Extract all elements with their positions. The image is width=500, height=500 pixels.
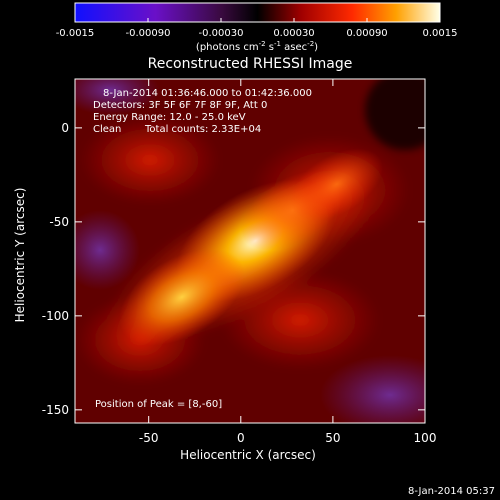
x-tick-label: 100 xyxy=(414,431,437,445)
colorbar: -0.0015 -0.00090 -0.00030 0.00030 0.00090 0.0… xyxy=(56,2,458,53)
colorbar-ticks: -0.0015 -0.00090 -0.00030 0.00030 0.00090 0.0… xyxy=(56,18,458,39)
chart-title: Reconstructed RHESSI Image xyxy=(148,56,353,72)
colorbar-tick-label: -0.00030 xyxy=(199,28,244,39)
colorbar-tick-label: 0.00090 xyxy=(346,28,387,39)
timestamp: 8-Jan-2014 05:37 xyxy=(408,486,495,497)
peak-position-label: Position of Peak = [8,-60] xyxy=(95,399,222,410)
x-tick-label: 50 xyxy=(325,431,340,445)
annotations: 8-Jan-2014 01:36:46.000 to 01:42:36.000 … xyxy=(93,88,312,410)
heatmap-image xyxy=(75,79,425,423)
axis-ticks: -50 0 50 100 0 -50 -100 -150 xyxy=(42,79,437,445)
y-tick-label: -150 xyxy=(42,403,69,417)
colorbar-gradient xyxy=(74,2,441,23)
annotation-counts: Total counts: 2.33E+04 xyxy=(144,124,261,135)
annotation-energy: Energy Range: 12.0 - 25.0 keV xyxy=(93,112,246,123)
colorbar-unit-label: (photons cm-2 s-1 asec-2) xyxy=(196,40,318,53)
y-tick-label: -50 xyxy=(49,215,69,229)
x-tick-label: 0 xyxy=(237,431,245,445)
colorbar-tick-label: -0.00090 xyxy=(126,28,171,39)
y-tick-label: -100 xyxy=(42,309,69,323)
colorbar-tick-label: -0.0015 xyxy=(56,28,95,39)
y-axis-label: Heliocentric Y (arcsec) xyxy=(13,188,27,323)
x-tick-label: -50 xyxy=(139,431,159,445)
y-tick-label: 0 xyxy=(61,121,69,135)
x-axis-label: Heliocentric X (arcsec) xyxy=(180,448,316,462)
annotation-time: 8-Jan-2014 01:36:46.000 to 01:42:36.000 xyxy=(103,88,312,99)
colorbar-tick-label: 0.00030 xyxy=(273,28,314,39)
emission-source xyxy=(118,248,245,346)
colorbar-tick-label: 0.0015 xyxy=(423,28,458,39)
emission-source xyxy=(290,148,384,220)
annotation-method: Clean xyxy=(93,124,121,135)
plot-frame xyxy=(74,78,426,424)
annotation-detectors: Detectors: 3F 5F 6F 7F 8F 9F, Att 0 xyxy=(93,100,267,111)
